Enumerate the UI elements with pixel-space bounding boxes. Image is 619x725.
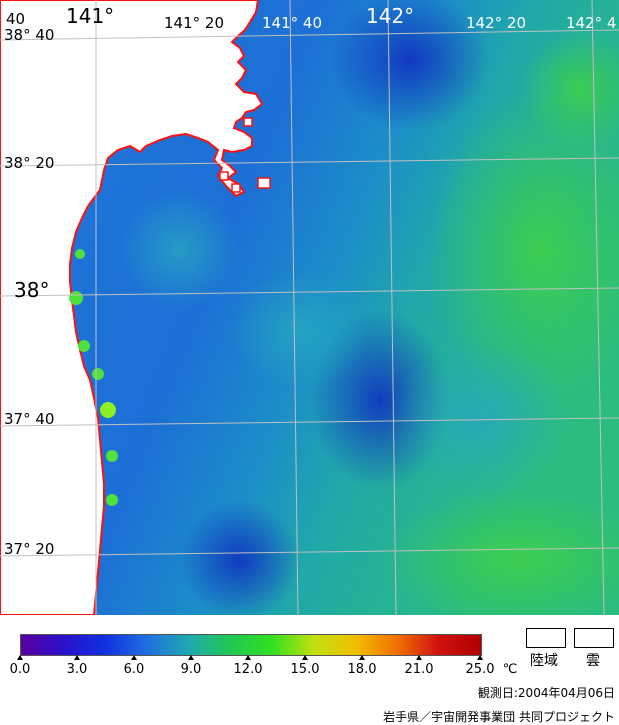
land-legend-swatch (526, 628, 566, 648)
warm-coastal-spot (106, 494, 118, 506)
land-legend-label: 陸域 (530, 653, 558, 669)
colorbar-tick-label: 9.0 (180, 662, 202, 677)
lat-label-38-40: 38° 40 (4, 26, 55, 44)
colorbar-tick-label: 21.0 (404, 662, 434, 677)
cloud-legend-label: 雲 (586, 653, 600, 669)
lon-label-141: 141° (66, 4, 115, 28)
warm-water-patch (430, 90, 619, 410)
colorbar-tick-label: 12.0 (233, 662, 263, 677)
cloud-legend-swatch (574, 628, 614, 648)
lon-label-142-40: 142° 4 (566, 14, 617, 32)
island (257, 177, 271, 189)
colorbar-tick-mark (188, 655, 194, 660)
cyan-water-patch (230, 270, 370, 390)
credit-line: 岩手県／宇宙開発事業団 共同プロジェクト (383, 710, 615, 724)
sea-surface-temperature-map (0, 0, 619, 615)
colorbar-tick-mark (416, 655, 422, 660)
lat-label-37-40: 37° 40 (4, 410, 55, 428)
colorbar-unit: ℃ (502, 662, 518, 677)
observation-date: 観測日:2004年04月06日 (477, 686, 615, 700)
colorbar-tick-mark (359, 655, 365, 660)
warm-coastal-spot (75, 249, 85, 259)
colorbar-tick-mark (131, 655, 137, 660)
graticule (0, 0, 619, 615)
warm-coastal-spot (106, 450, 118, 462)
colorbar-tick-label: 15.0 (290, 662, 320, 677)
lon-label-141-20: 141° 20 (164, 14, 224, 32)
lat-label-37-20: 37° 20 (4, 540, 55, 558)
lat-label-38: 38° (14, 278, 50, 302)
temperature-colorbar (20, 634, 482, 656)
colorbar-tick-mark (302, 655, 308, 660)
colorbar-tick-label: 3.0 (66, 662, 88, 677)
cyan-water-patch (120, 190, 240, 310)
colorbar-tick-label: 0.0 (9, 662, 31, 677)
warm-coastal-spot (69, 291, 83, 305)
colorbar-tick-mark (245, 655, 251, 660)
cold-water-patch (180, 500, 300, 615)
island (231, 183, 241, 193)
lon-label-141-40: 141° 40 (262, 14, 322, 32)
warm-coastal-spot (78, 340, 90, 352)
lon-label-142-20: 142° 20 (466, 14, 526, 32)
colorbar-tick-mark (17, 655, 23, 660)
warm-coastal-spot (92, 368, 104, 380)
lat-label-38-20: 38° 20 (4, 154, 55, 172)
land-area (0, 0, 264, 615)
colorbar-tick-label: 6.0 (123, 662, 145, 677)
colorbar-tick-label: 25.0 (465, 662, 495, 677)
island (219, 171, 229, 181)
lon-label-142: 142° (366, 4, 415, 28)
colorbar-tick-mark (477, 655, 483, 660)
lon-label-140-40: 40 (6, 10, 26, 28)
colorbar-tick-label: 18.0 (347, 662, 377, 677)
warm-water-patch (380, 490, 619, 615)
warm-coastal-spot (100, 402, 116, 418)
colorbar-tick-mark (74, 655, 80, 660)
island (243, 117, 253, 127)
